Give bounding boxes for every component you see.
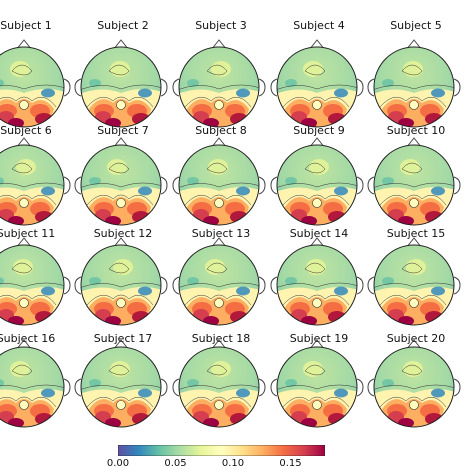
subject-title: Subject 3	[195, 19, 247, 32]
topomap-head	[0, 137, 71, 226]
colorbar-tick-label: 0.05	[164, 458, 187, 469]
subject-title: Subject 18	[191, 332, 251, 345]
subject-title: Subject 10	[386, 124, 446, 137]
subject-title: Subject 9	[293, 124, 345, 137]
topomap-head	[0, 339, 71, 428]
topomap-head	[270, 39, 364, 128]
colorbar	[118, 445, 325, 456]
subject-title: Subject 5	[390, 19, 442, 32]
subject-title: Subject 17	[93, 332, 153, 345]
topomap-head	[172, 39, 266, 128]
colorbar-tick-label: 0.15	[279, 458, 302, 469]
topomap-head	[0, 39, 71, 128]
topomap-head	[74, 339, 168, 428]
topomap-head	[172, 237, 266, 326]
subject-title: Subject 11	[0, 227, 56, 240]
subject-title: Subject 6	[0, 124, 52, 137]
topomap-head	[367, 237, 461, 326]
colorbar-tick-label: 0.00	[106, 458, 130, 469]
subject-title: Subject 20	[386, 332, 446, 345]
topomap-head	[74, 39, 168, 128]
topomap-head	[270, 237, 364, 326]
topomap-head	[74, 237, 168, 326]
topomap-head	[270, 339, 364, 428]
subject-title: Subject 2	[97, 19, 149, 32]
colorbar-tick-label: 0.10	[221, 458, 245, 469]
subject-title: Subject 4	[293, 19, 345, 32]
topomap-head	[74, 137, 168, 226]
subject-title: Subject 8	[195, 124, 247, 137]
topomap-head	[270, 137, 364, 226]
topomap-head	[0, 237, 71, 326]
subject-title: Subject 15	[386, 227, 446, 240]
subject-title: Subject 14	[289, 227, 349, 240]
topomap-head	[172, 339, 266, 428]
subject-title: Subject 13	[191, 227, 251, 240]
topomap-head	[367, 339, 461, 428]
subject-title: Subject 19	[289, 332, 349, 345]
topomap-head	[367, 39, 461, 128]
topomap-head	[367, 137, 461, 226]
topomap-head	[172, 137, 266, 226]
subject-title: Subject 12	[93, 227, 153, 240]
subject-title: Subject 16	[0, 332, 56, 345]
subject-title: Subject 1	[0, 19, 52, 32]
subject-title: Subject 7	[97, 124, 149, 137]
